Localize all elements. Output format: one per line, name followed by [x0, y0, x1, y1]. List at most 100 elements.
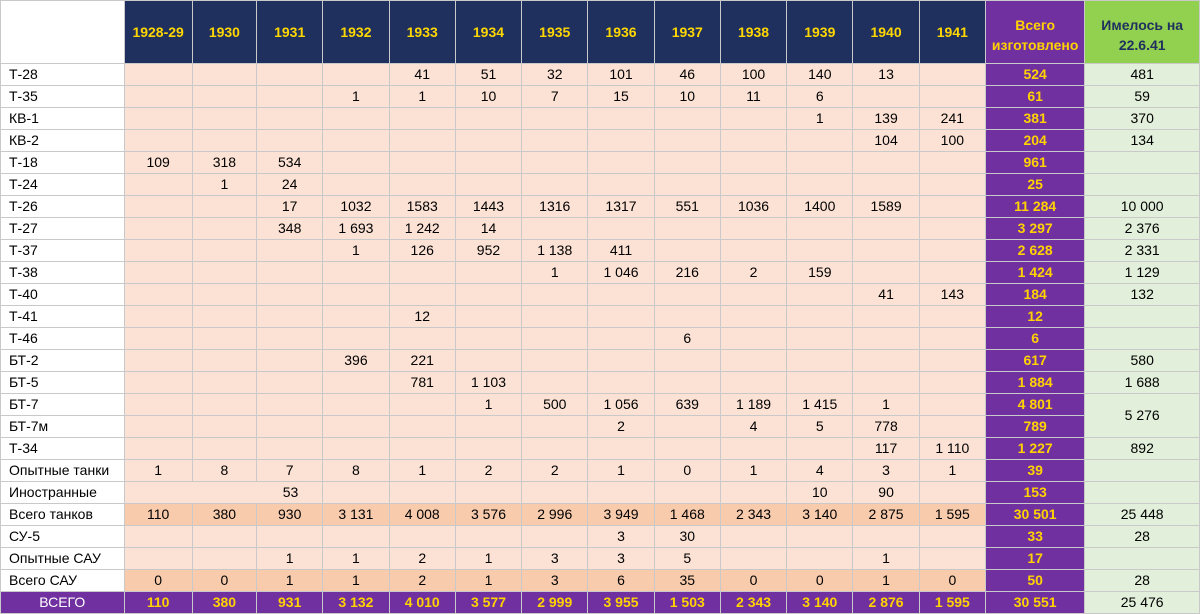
row-label: Т-46	[0, 327, 125, 350]
value-cell	[191, 239, 258, 262]
table-row: Т-40 41 143 184 132	[0, 283, 1200, 306]
total-cell: 1 424	[984, 261, 1086, 284]
value-cell	[123, 217, 193, 240]
row-label: Т-37	[0, 239, 125, 262]
value-cell	[454, 305, 523, 328]
value-cell	[322, 393, 390, 416]
value-cell	[256, 415, 324, 438]
value-cell	[256, 327, 324, 350]
value-cell	[587, 173, 655, 196]
row-label: КВ-2	[0, 129, 125, 152]
value-cell: 1	[587, 459, 655, 482]
value-cell: 1 242	[388, 217, 456, 240]
value-cell	[587, 371, 655, 394]
value-cell: 4 008	[388, 503, 456, 526]
available-cell: 59	[1084, 85, 1200, 108]
value-cell: 32	[521, 63, 589, 86]
value-cell	[191, 547, 258, 570]
value-cell	[918, 481, 986, 504]
value-cell	[388, 283, 456, 306]
table-row: Всего САУ 0 0 1 1 2 1 3 6 35 0 0 1 0 50 28	[0, 569, 1200, 592]
value-cell	[852, 151, 920, 174]
value-cell	[322, 151, 390, 174]
value-cell: 3	[852, 459, 920, 482]
value-cell: 500	[521, 393, 589, 416]
value-cell: 126	[388, 239, 456, 262]
total-cell: 153	[984, 481, 1086, 504]
value-cell: 117	[852, 437, 920, 460]
value-cell	[786, 173, 854, 196]
value-cell	[521, 371, 589, 394]
value-cell	[191, 349, 258, 372]
value-cell: 1 189	[719, 393, 788, 416]
value-cell	[191, 415, 258, 438]
available-cell: 580	[1084, 349, 1200, 372]
value-cell: 1583	[388, 195, 456, 218]
table-row: СУ-5 3 30 33 28	[0, 525, 1200, 548]
value-cell	[918, 393, 986, 416]
value-cell: 348	[256, 217, 324, 240]
row-label: Т-38	[0, 261, 125, 284]
table-row: Т-28 41 51 32 101 46 100 140 13 524 481	[0, 63, 1200, 86]
value-cell	[852, 349, 920, 372]
value-cell	[786, 349, 854, 372]
value-cell	[719, 239, 788, 262]
table-row: Т-27 348 1 693 1 242 14 3 297 2 376	[0, 217, 1200, 240]
value-cell	[322, 173, 390, 196]
value-cell: 1 103	[454, 371, 523, 394]
value-cell	[521, 437, 589, 460]
value-cell	[388, 327, 456, 350]
value-cell	[454, 261, 523, 284]
year-header: 1936	[587, 0, 655, 64]
value-cell: 1	[918, 459, 986, 482]
total-cell: 961	[984, 151, 1086, 174]
value-cell	[191, 437, 258, 460]
header-corner	[0, 0, 125, 64]
year-header: 1933	[388, 0, 456, 64]
available-cell: 134	[1084, 129, 1200, 152]
value-cell	[322, 327, 390, 350]
value-cell: 534	[256, 151, 324, 174]
value-cell	[653, 415, 721, 438]
value-cell	[123, 525, 193, 548]
value-cell	[653, 107, 721, 130]
available-cell: 481	[1084, 63, 1200, 86]
value-cell	[123, 107, 193, 130]
table-row: Т-38 1 1 046 216 2 159 1 424 1 129	[0, 261, 1200, 284]
value-cell	[786, 239, 854, 262]
available-cell: 25 448	[1084, 503, 1200, 526]
available-cell	[1084, 151, 1200, 174]
year-header: 1940	[852, 0, 920, 64]
value-cell: 110	[123, 591, 193, 614]
total-header-line: изготовлено	[991, 37, 1079, 53]
value-cell	[521, 173, 589, 196]
row-label: Т-26	[0, 195, 125, 218]
value-cell	[123, 85, 193, 108]
value-cell: 0	[191, 569, 258, 592]
value-cell: 100	[918, 129, 986, 152]
value-cell	[587, 107, 655, 130]
value-cell: 30	[653, 525, 721, 548]
value-cell: 318	[191, 151, 258, 174]
value-cell	[918, 217, 986, 240]
value-cell: 4	[786, 459, 854, 482]
available-cell: 25 476	[1084, 591, 1200, 614]
value-cell	[786, 283, 854, 306]
row-label: БТ-2	[0, 349, 125, 372]
year-header: 1941	[918, 0, 986, 64]
value-cell	[852, 327, 920, 350]
value-cell	[256, 393, 324, 416]
row-label: Опытные САУ	[0, 547, 125, 570]
total-cell: 12	[984, 305, 1086, 328]
value-cell	[587, 305, 655, 328]
value-cell	[719, 327, 788, 350]
value-cell	[786, 305, 854, 328]
value-cell	[521, 151, 589, 174]
value-cell	[123, 371, 193, 394]
value-cell: 3	[587, 547, 655, 570]
value-cell	[256, 129, 324, 152]
value-cell: 551	[653, 195, 721, 218]
year-header: 1931	[256, 0, 324, 64]
value-cell: 159	[786, 261, 854, 284]
value-cell: 781	[388, 371, 456, 394]
